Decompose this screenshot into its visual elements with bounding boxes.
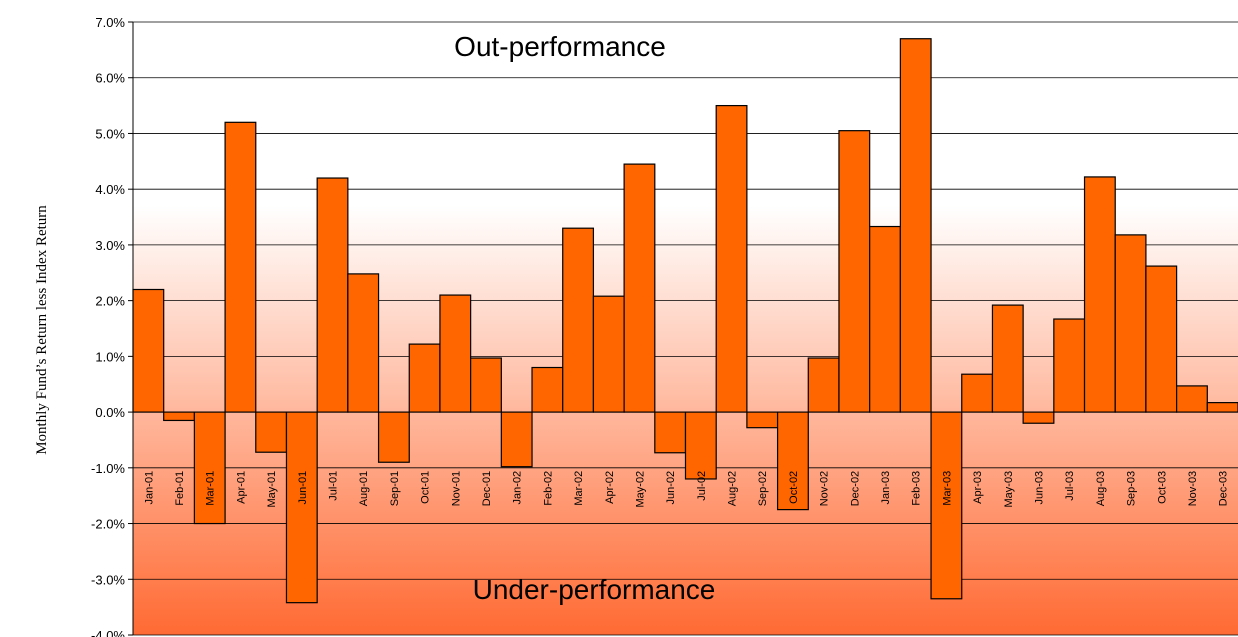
- x-tick-label: Mar-02: [573, 471, 585, 506]
- x-tick-label: Jul-03: [1064, 471, 1076, 501]
- bar-sep-03: [1114, 234, 1147, 413]
- x-tick-label: May-01: [266, 471, 278, 508]
- bar-sep-01: [377, 411, 410, 463]
- x-tick-label: Feb-03: [911, 471, 923, 506]
- bar-mar-03: [930, 411, 963, 600]
- bar-jul-02: [684, 411, 717, 480]
- x-tick-label: Nov-02: [819, 471, 831, 506]
- bar-mar-01: [193, 411, 226, 525]
- bar-jun-02: [654, 411, 687, 454]
- x-tick-label: Jun-02: [665, 471, 677, 505]
- y-tick-label: 4.0%: [95, 182, 125, 197]
- bar-dec-01: [470, 357, 502, 413]
- bar-apr-02: [592, 295, 625, 413]
- x-tick-label: Aug-03: [1095, 471, 1107, 506]
- bar-feb-03: [899, 38, 932, 413]
- y-tick-label: 5.0%: [95, 126, 125, 141]
- x-tick-label: Sep-02: [757, 471, 769, 506]
- bar-feb-01: [163, 411, 195, 422]
- category-labels: Jan-01 Feb-01 Mar-01 Apr-01 May-01 Jun-01 Jul-…: [143, 471, 1229, 508]
- x-tick-label: Dec-03: [1218, 471, 1230, 506]
- x-tick-label: Jul-02: [696, 471, 708, 501]
- x-tick-label: Mar-03: [941, 471, 953, 506]
- bar-oct-02: [776, 411, 809, 511]
- x-tick-label: Jan-02: [512, 471, 524, 505]
- annotation-out-performance: Out-performance: [454, 31, 666, 62]
- bar-aug-01: [347, 273, 380, 413]
- bar-apr-01: [224, 121, 257, 413]
- bars: [132, 38, 1238, 604]
- bar-jun-01: [285, 411, 318, 604]
- y-tick-label: 0.0%: [95, 405, 125, 420]
- x-tick-label: Sep-03: [1126, 471, 1138, 506]
- y-tick-label: 3.0%: [95, 238, 125, 253]
- bar-jun-03: [1022, 411, 1055, 424]
- x-tick-label: May-02: [634, 471, 646, 508]
- x-tick-label: Apr-03: [972, 471, 984, 504]
- y-tick-label: 1.0%: [95, 349, 125, 364]
- y-tick-label: -1.0%: [91, 461, 125, 476]
- x-tick-label: Aug-02: [727, 471, 739, 506]
- bar-aug-02: [715, 104, 748, 413]
- bar-jan-02: [500, 411, 533, 468]
- x-tick-label: Aug-01: [358, 471, 370, 506]
- x-tick-label: May-03: [1003, 471, 1015, 508]
- x-tick-label: Jun-03: [1033, 471, 1045, 505]
- x-tick-label: Sep-01: [389, 471, 401, 506]
- bar-aug-03: [1083, 176, 1116, 413]
- x-tick-label: Jul-01: [328, 471, 340, 501]
- bar-dec-03: [1206, 402, 1238, 413]
- x-tick-label: Nov-03: [1187, 471, 1199, 506]
- y-tick-label: 2.0%: [95, 294, 125, 309]
- bar-jul-01: [316, 177, 349, 413]
- bar-jan-01: [132, 288, 165, 413]
- y-tick-label: -3.0%: [91, 572, 125, 587]
- x-tick-label: Oct-03: [1156, 471, 1168, 504]
- y-axis-label: Monthly Fund’s Return less Index Return: [34, 205, 50, 455]
- bar-sep-02: [746, 411, 779, 429]
- x-tick-label: Feb-02: [542, 471, 554, 506]
- bar-mar-02: [562, 227, 595, 413]
- bar-nov-01: [439, 294, 472, 413]
- x-tick-label: Mar-01: [205, 471, 217, 506]
- x-tick-label: Jan-01: [143, 471, 155, 505]
- bar-nov-03: [1176, 385, 1208, 413]
- x-tick-label: Jun-01: [297, 471, 309, 505]
- bar-dec-02: [838, 130, 871, 413]
- y-axis-ticks: -4.0% -3.0% -2.0% -1.0% 0.0% 1.0% 2.0% 3.0% 4.0%…: [91, 15, 133, 637]
- y-tick-label: 7.0%: [95, 15, 125, 30]
- x-tick-label: Dec-01: [481, 471, 493, 506]
- bar-may-01: [255, 411, 288, 453]
- bar-jan-03: [869, 225, 901, 413]
- x-tick-label: Dec-02: [849, 471, 861, 506]
- y-tick-label: -2.0%: [91, 517, 125, 532]
- bar-feb-02: [531, 366, 564, 413]
- annotation-under-performance: Under-performance: [473, 574, 716, 605]
- x-tick-label: Oct-02: [788, 471, 800, 504]
- bar-nov-02: [807, 357, 840, 413]
- bar-may-03: [991, 304, 1024, 413]
- x-tick-label: Jan-03: [880, 471, 892, 505]
- x-tick-label: Nov-01: [450, 471, 462, 506]
- bar-oct-03: [1145, 265, 1178, 413]
- bar-apr-03: [961, 373, 994, 413]
- x-tick-label: Oct-01: [420, 471, 432, 504]
- bar-may-02: [623, 163, 656, 413]
- y-tick-label: -4.0%: [91, 628, 125, 637]
- y-tick-label: 6.0%: [95, 71, 125, 86]
- bar-jul-03: [1053, 318, 1086, 413]
- x-tick-label: Apr-01: [235, 471, 247, 504]
- x-tick-label: Feb-01: [174, 471, 186, 506]
- x-tick-label: Apr-02: [604, 471, 616, 504]
- bar-oct-01: [408, 343, 441, 413]
